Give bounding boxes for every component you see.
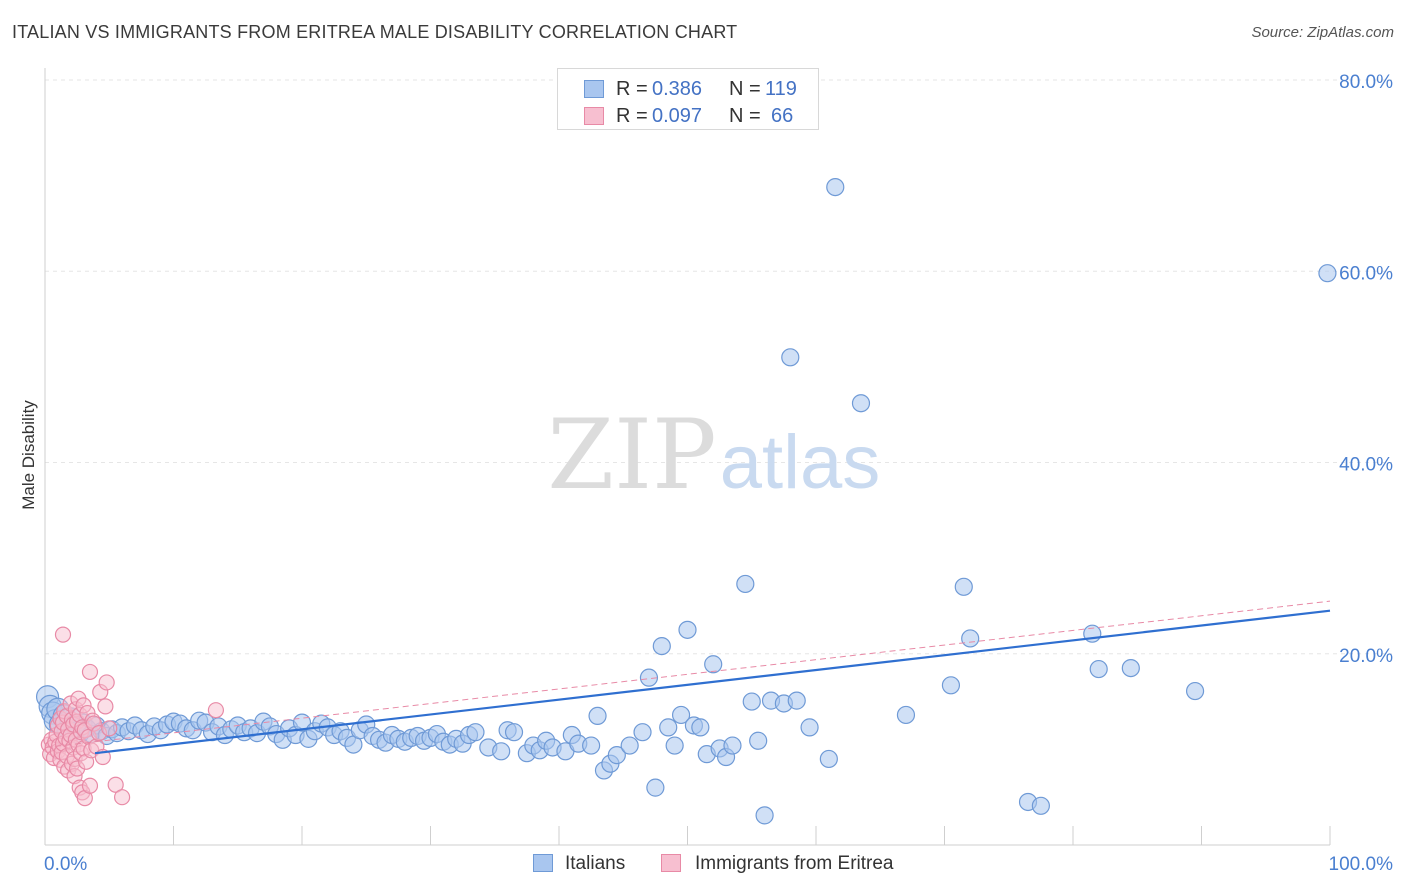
stats-legend: R = 0.386 N = 119 R = 0.097 N = 66 [557, 68, 819, 130]
data-point [826, 178, 845, 197]
y-axis-label: Male Disability [19, 400, 38, 510]
data-point [97, 698, 114, 715]
x-tick-label-start: 0.0% [44, 854, 87, 875]
r-label: R = [616, 105, 648, 127]
data-point [492, 742, 511, 761]
watermark-zip: ZIP [547, 399, 716, 511]
data-point [736, 574, 755, 594]
data-point [646, 778, 665, 797]
data-point [961, 629, 980, 648]
data-point [113, 789, 131, 806]
data-point [633, 723, 652, 742]
grid-lines [45, 79, 1392, 655]
data-point [466, 723, 485, 742]
data-point [665, 736, 684, 755]
data-point [207, 702, 225, 719]
n-value: 119 [765, 78, 797, 100]
data-point [1318, 264, 1337, 283]
y-tick-label: 20.0% [1339, 646, 1393, 667]
legend-swatch-eritrea [661, 854, 681, 872]
data-point [607, 746, 626, 765]
r-value: 0.097 [652, 105, 703, 127]
legend-label-italians: Italians [565, 853, 626, 874]
data-point [691, 718, 710, 737]
data-point [81, 663, 99, 681]
data-point [742, 692, 761, 711]
trend-lines [44, 600, 1331, 755]
data-point [659, 718, 678, 737]
stats-swatch-eritrea [584, 107, 604, 125]
stats-row-eritrea: R = 0.097 N = 66 [558, 102, 818, 128]
data-point [671, 705, 691, 725]
data-point [620, 736, 639, 755]
n-value: 66 [771, 105, 794, 127]
trend-line-italians [94, 609, 1331, 755]
trend-line-eritrea [44, 600, 1331, 748]
data-point [652, 636, 671, 656]
r-value: 0.386 [652, 78, 703, 100]
data-point [781, 348, 800, 367]
axes [44, 68, 1331, 846]
x-tick-labels: 0.0% 100.0% [44, 854, 1393, 875]
data-point [101, 720, 118, 737]
y-tick-label: 40.0% [1339, 455, 1393, 476]
data-point [896, 705, 916, 725]
y-tick-label: 60.0% [1339, 263, 1393, 284]
data-point [723, 736, 742, 755]
data-point [582, 736, 601, 755]
n-label: N = [729, 78, 761, 100]
data-point [704, 655, 723, 674]
data-point [54, 626, 72, 643]
y-tick-labels: 20.0% 40.0% 60.0% 80.0% [1339, 72, 1393, 667]
data-point [81, 777, 99, 794]
series-eritrea [40, 626, 225, 807]
data-point [1121, 658, 1140, 678]
data-point [851, 394, 871, 413]
data-point [1031, 796, 1050, 815]
chart-title: ITALIAN VS IMMIGRANTS FROM ERITREA MALE … [12, 22, 738, 42]
stats-row-italians: R = 0.386 N = 119 [558, 75, 818, 101]
data-point [749, 731, 768, 750]
data-point [1089, 659, 1108, 679]
data-point [504, 723, 524, 742]
data-point [755, 806, 774, 825]
n-label: N = [729, 105, 761, 127]
data-point [639, 668, 659, 687]
stats-swatch-italians [584, 80, 604, 98]
data-point [800, 718, 819, 737]
legend-label-eritrea: Immigrants from Eritrea [695, 853, 894, 874]
watermark: ZIP atlas [547, 399, 880, 511]
data-point [954, 577, 973, 596]
data-point [1185, 681, 1205, 701]
data-point [98, 674, 115, 691]
data-point [588, 706, 607, 726]
legend-swatch-italians [533, 854, 553, 872]
y-tick-label: 80.0% [1339, 72, 1393, 93]
x-tick-label-end: 100.0% [1329, 854, 1394, 875]
data-point [678, 620, 697, 639]
r-label: R = [616, 78, 648, 100]
data-point [819, 749, 838, 769]
watermark-atlas: atlas [720, 420, 881, 505]
source-label: Source: ZipAtlas.com [1251, 24, 1394, 41]
data-point [787, 691, 806, 710]
data-point [941, 676, 961, 695]
